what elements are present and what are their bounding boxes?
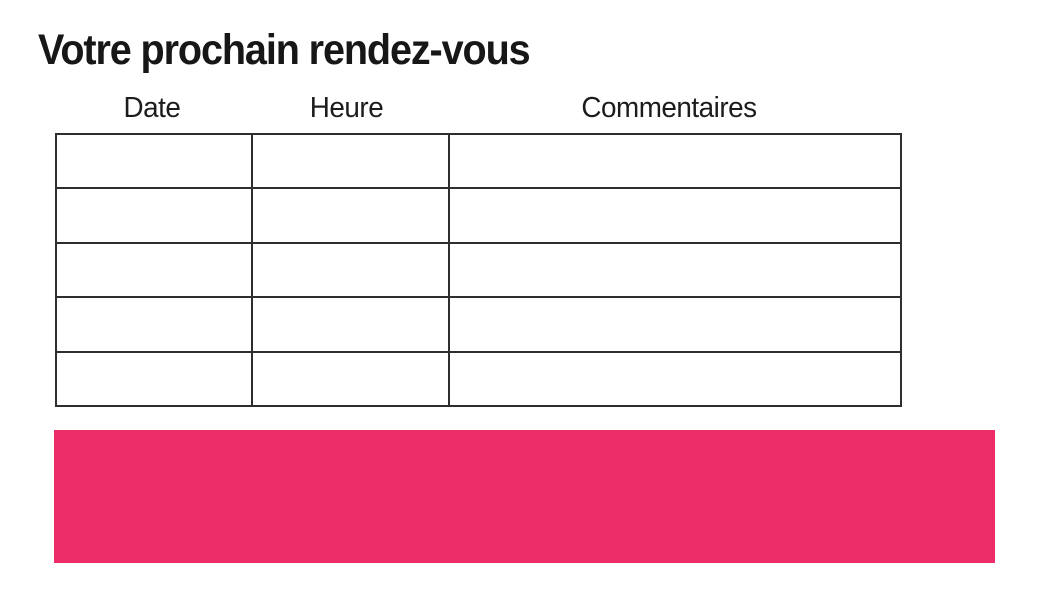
table-cell bbox=[448, 187, 902, 244]
page-title: Votre prochain rendez-vous bbox=[38, 26, 531, 74]
column-header-commentaires: Commentaires bbox=[581, 92, 757, 124]
table-cell bbox=[251, 241, 450, 299]
table-cell bbox=[448, 296, 902, 353]
table-cell bbox=[55, 132, 253, 190]
table-row bbox=[55, 132, 902, 190]
table-cell bbox=[55, 187, 253, 244]
table-row bbox=[55, 241, 902, 299]
table-cell bbox=[448, 132, 902, 190]
table-cell bbox=[251, 132, 450, 190]
pink-banner bbox=[54, 430, 995, 563]
column-header-date: Date bbox=[123, 92, 181, 124]
table-cell bbox=[55, 241, 253, 299]
table-cell bbox=[448, 241, 902, 299]
table-cell bbox=[55, 350, 253, 408]
column-header-heure: Heure bbox=[309, 92, 384, 124]
table-row bbox=[55, 350, 902, 408]
appointments-table bbox=[55, 132, 902, 408]
table-row bbox=[55, 296, 902, 353]
table-column-headers: Date Heure Commentaires bbox=[55, 91, 894, 126]
table-cell bbox=[448, 350, 902, 408]
table-row bbox=[55, 187, 902, 244]
appointments-table-body bbox=[55, 132, 902, 408]
table-cell bbox=[251, 350, 450, 408]
table-cell bbox=[55, 296, 253, 353]
table-cell bbox=[251, 296, 450, 353]
table-cell bbox=[251, 187, 450, 244]
